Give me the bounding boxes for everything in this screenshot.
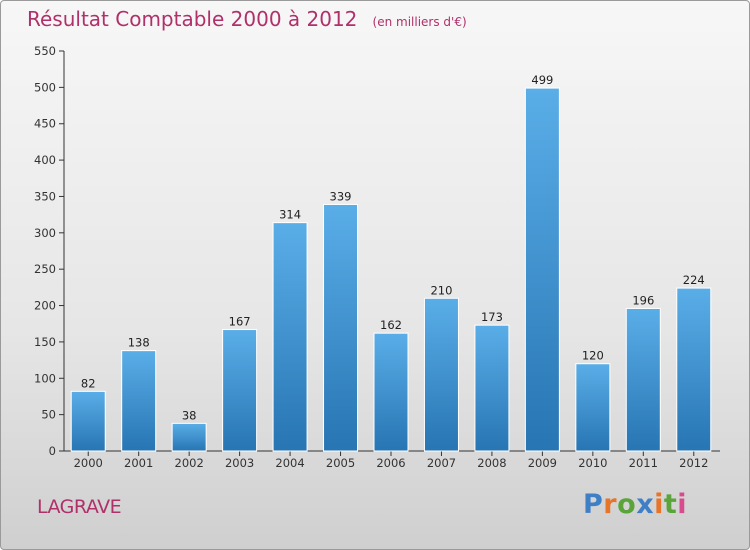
y-tick-label: 500 — [34, 80, 56, 94]
x-tick-label: 2011 — [629, 456, 658, 470]
data-label-2002: 38 — [182, 408, 197, 422]
y-tick-label: 400 — [34, 153, 56, 167]
logo-letter: i — [677, 489, 688, 520]
proxiti-logo[interactable]: Proxiti — [583, 489, 687, 520]
logo-letter: x — [636, 489, 655, 520]
data-label-2006: 162 — [380, 318, 402, 332]
bar-2006[interactable] — [373, 332, 409, 452]
logo-letter: o — [617, 489, 637, 520]
data-label-2004: 314 — [279, 208, 301, 222]
logo-letter: P — [583, 489, 604, 520]
x-tick-label: 2012 — [679, 456, 708, 470]
bar-2005[interactable] — [323, 203, 359, 452]
y-tick-label: 350 — [34, 189, 56, 203]
x-tick-label: 2006 — [376, 456, 405, 470]
bar-2004[interactable] — [272, 222, 308, 452]
commune-name: LAGRAVE — [37, 496, 122, 518]
y-tick-label: 0 — [49, 444, 56, 458]
x-tick-label: 2010 — [578, 456, 607, 470]
data-label-2007: 210 — [430, 283, 452, 297]
data-label-2000: 82 — [81, 376, 96, 390]
logo-letter: t — [663, 489, 678, 520]
bars: 82 138 38 167 314 339 162 210 173 499 120 196 224 — [70, 73, 712, 452]
data-label-2010: 120 — [582, 349, 604, 363]
x-tick-label: 2000 — [74, 456, 103, 470]
bar-2012[interactable] — [676, 287, 712, 452]
bar-2000[interactable] — [70, 390, 106, 452]
data-label-2012: 224 — [683, 273, 705, 287]
chart-subtitle: (en milliers d'€) — [372, 15, 467, 29]
bar-2002[interactable] — [171, 422, 207, 452]
data-label-2009: 499 — [531, 73, 553, 87]
bar-2010[interactable] — [575, 363, 611, 452]
y-tick-label: 150 — [34, 335, 56, 349]
x-tick-label: 2003 — [225, 456, 254, 470]
x-tick-label: 2009 — [528, 456, 557, 470]
data-label-2011: 196 — [632, 293, 654, 307]
x-tick-label: 2008 — [477, 456, 506, 470]
y-axis: 0 50 100 150 200 250 300 350 400 450 500 550 — [34, 44, 65, 458]
bar-2009[interactable] — [524, 87, 560, 452]
x-tick-label: 2002 — [175, 456, 204, 470]
bar-2007[interactable] — [423, 297, 459, 452]
y-tick-label: 450 — [34, 117, 56, 131]
y-tick-label: 550 — [34, 44, 56, 58]
bar-2011[interactable] — [625, 307, 661, 452]
data-label-2003: 167 — [229, 315, 251, 329]
y-tick-label: 250 — [34, 262, 56, 276]
logo-letter: i — [654, 489, 664, 520]
logo-letter: r — [603, 489, 618, 520]
y-tick-label: 300 — [34, 226, 56, 240]
x-tick-label: 2007 — [427, 456, 456, 470]
x-axis: 2000 2001 2002 2003 2004 2005 2006 2007 2008 2009… — [64, 450, 720, 470]
y-tick-label: 100 — [34, 371, 56, 385]
x-tick-label: 2005 — [326, 456, 355, 470]
y-tick-label: 50 — [41, 408, 56, 422]
title-row: Résultat Comptable 2000 à 2012 (en milli… — [27, 7, 467, 31]
data-label-2001: 138 — [128, 336, 150, 350]
bar-2008[interactable] — [474, 324, 510, 452]
y-tick-label: 200 — [34, 299, 56, 313]
data-label-2005: 339 — [330, 189, 352, 203]
chart-title: Résultat Comptable 2000 à 2012 — [27, 7, 358, 31]
bar-2003[interactable] — [222, 329, 258, 452]
x-tick-label: 2004 — [275, 456, 304, 470]
x-tick-label: 2001 — [124, 456, 153, 470]
bar-2001[interactable] — [121, 350, 157, 452]
data-label-2008: 173 — [481, 310, 503, 324]
